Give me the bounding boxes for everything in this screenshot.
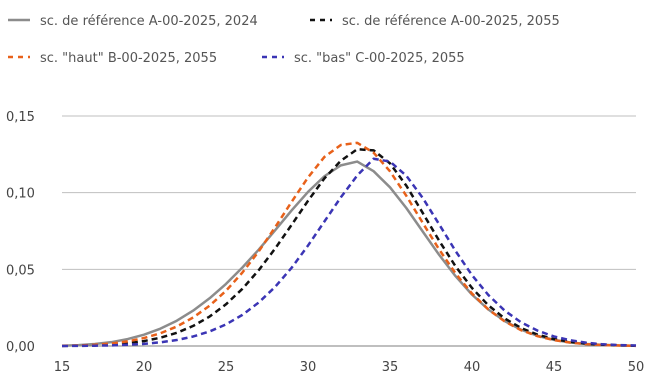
series-line-4 (61, 157, 637, 348)
series-lines (61, 141, 637, 348)
x-tick-label: 35 (382, 360, 399, 375)
x-tick-label: 15 (54, 360, 71, 375)
x-axis-tick-labels: 15 20 25 30 35 40 45 50 (54, 360, 645, 375)
y-tick-label: 0,15 (6, 110, 35, 125)
legend-label: sc. de référence A-00-2025, 2055 (342, 14, 560, 29)
series-line-2 (61, 148, 637, 348)
x-tick-label: 45 (546, 360, 563, 375)
x-tick-label: 25 (218, 360, 235, 375)
x-tick-label: 50 (628, 360, 645, 375)
series-line-3 (61, 141, 637, 348)
series-line-1 (61, 160, 637, 347)
legend: sc. de référence A-00-2025, 2024 sc. de r… (8, 14, 560, 66)
legend-label: sc. "haut" B-00-2025, 2055 (40, 51, 217, 66)
y-tick-label: 0,05 (6, 263, 35, 278)
grid-lines (62, 115, 636, 347)
y-axis-tick-labels: 0,00 0,05 0,10 0,15 (6, 110, 35, 355)
x-tick-label: 30 (300, 360, 317, 375)
y-tick-label: 0,10 (6, 187, 35, 202)
x-tick-label: 40 (464, 360, 481, 375)
legend-label: sc. "bas" C-00-2025, 2055 (294, 51, 465, 66)
legend-label: sc. de référence A-00-2025, 2024 (40, 14, 258, 29)
y-tick-label: 0,00 (6, 340, 35, 355)
x-tick-label: 20 (136, 360, 153, 375)
